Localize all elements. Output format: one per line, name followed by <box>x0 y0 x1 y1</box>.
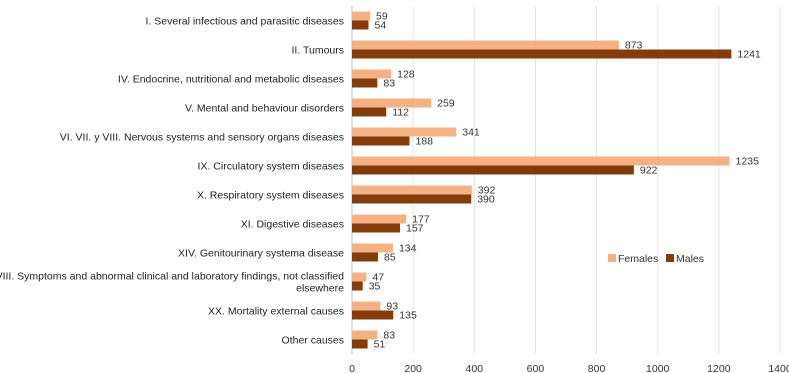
bar-males <box>352 20 369 30</box>
x-tick-label: 400 <box>466 363 484 373</box>
category-label: VI. VII. y VIII. Nervous systems and sen… <box>60 132 344 144</box>
category-label: I. Several infectious and parasitic dise… <box>146 16 344 28</box>
data-label: 135 <box>399 310 417 322</box>
bar-females <box>352 214 407 224</box>
category-label: V. Mental and behaviour disorders <box>185 103 344 115</box>
bar-females <box>352 185 472 195</box>
bars <box>352 11 732 349</box>
bar-males <box>352 165 634 175</box>
category-label: IX. Circulatory system diseases <box>198 161 344 173</box>
bar-males <box>352 107 387 117</box>
data-label: 177 <box>412 214 430 226</box>
category-label: XI. Digestive diseases <box>241 219 344 231</box>
category-label: XX. Mortality external causes <box>208 306 344 318</box>
category-label: X. Respiratory system diseases <box>197 190 344 202</box>
data-label: 390 <box>477 194 495 206</box>
data-label: 83 <box>383 330 395 342</box>
x-tick-label: 800 <box>588 363 606 373</box>
data-label: 112 <box>392 107 409 119</box>
legend-label: Females <box>618 253 658 265</box>
x-axis-ticks: 0 200 400 600 800 1000 1200 1400 <box>349 363 789 373</box>
bar-males <box>352 339 368 349</box>
data-label: 51 <box>374 339 386 351</box>
data-label: 873 <box>625 40 643 52</box>
bar-males <box>352 252 378 262</box>
data-label: 59 <box>376 11 388 23</box>
data-label: 1235 <box>736 156 760 168</box>
bar-females <box>352 156 730 166</box>
category-label: Other causes <box>282 335 344 347</box>
category-labels: I. Several infectious and parasitic dise… <box>0 16 344 347</box>
data-label: 922 <box>640 165 658 177</box>
gridlines <box>351 6 781 354</box>
legend-swatch-males <box>666 254 674 262</box>
legend-swatch-females <box>608 254 616 262</box>
data-labels: 5954873124112883259112341188123592239239… <box>369 11 761 351</box>
data-label: 1241 <box>737 49 761 61</box>
data-label: 341 <box>462 127 480 139</box>
data-label: 83 <box>383 78 395 90</box>
category-label: IV. Endocrine, nutritional and metabolic… <box>118 74 344 86</box>
data-label: 85 <box>384 252 396 264</box>
data-label: 47 <box>372 272 384 284</box>
bar-males <box>352 223 400 233</box>
bar-males <box>352 49 732 59</box>
bar-females <box>352 69 392 79</box>
bar-females <box>352 98 432 108</box>
x-tick-label: 1200 <box>707 363 731 373</box>
x-tick-label: 0 <box>349 363 355 373</box>
x-tick-label: 1400 <box>768 363 789 373</box>
x-tick-label: 1000 <box>646 363 670 373</box>
bar-females <box>352 301 381 311</box>
bar-females <box>352 243 393 253</box>
legend-label: Males <box>676 253 704 265</box>
x-tick-label: 600 <box>527 363 545 373</box>
bar-females <box>352 272 367 282</box>
data-label: 54 <box>375 20 387 32</box>
bar-females <box>352 127 457 137</box>
data-label: 188 <box>415 136 433 148</box>
bar-males <box>352 310 394 320</box>
data-label: 157 <box>406 223 424 235</box>
category-label: II. Tumours <box>291 45 344 57</box>
bar-males <box>352 136 410 146</box>
x-tick-label: 200 <box>404 363 422 373</box>
bar-males <box>352 78 378 88</box>
data-label: 134 <box>399 243 417 255</box>
legend: Females Males <box>608 253 704 265</box>
data-label: 128 <box>397 69 415 81</box>
category-label: XVIII. Symptoms and abnormal clinical an… <box>0 271 344 295</box>
data-label: 93 <box>386 301 398 313</box>
bar-females <box>352 330 378 340</box>
bar-males <box>352 281 363 291</box>
category-label: XIV. Genitourinary systema disease <box>178 248 344 260</box>
bar-females <box>352 11 371 21</box>
data-label: 259 <box>437 98 455 110</box>
bar-females <box>352 40 619 50</box>
bar-males <box>352 194 472 204</box>
data-label: 392 <box>478 185 496 197</box>
data-label: 35 <box>369 281 381 293</box>
